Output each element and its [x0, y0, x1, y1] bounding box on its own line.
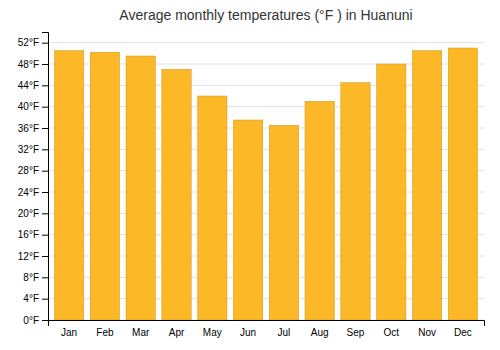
tick-label: 20°F [18, 208, 39, 219]
bar [198, 96, 227, 320]
tick-mark [42, 235, 48, 236]
grid [48, 43, 484, 320]
bar [377, 64, 406, 320]
bar [448, 48, 477, 320]
chart: 0°F 4°F 8°F 12°F 16°F 20°F 24°F 28°F 32°F 36°F 40°… [0, 0, 500, 350]
tick-label: 36°F [18, 123, 39, 134]
tick-label: 0°F [23, 315, 39, 326]
tick-label: Jun [240, 327, 256, 338]
tick-mark [42, 277, 48, 278]
tick: 32°F [18, 144, 48, 155]
bar [126, 56, 155, 320]
tick: Feb [96, 327, 114, 338]
tick-label: Nov [418, 327, 436, 338]
tick-label: 48°F [18, 59, 39, 70]
tick: 16°F [18, 229, 48, 240]
tick: 36°F [18, 123, 48, 134]
tick: Mar [132, 327, 150, 338]
tick-label: 4°F [23, 293, 39, 304]
tick-mark [42, 299, 48, 300]
tick-label: 44°F [18, 80, 39, 91]
tick: 52°F [18, 37, 48, 48]
axis-line [42, 33, 49, 321]
tick-label: 24°F [18, 187, 39, 198]
tick-label: May [203, 327, 222, 338]
tick-label: Dec [454, 327, 472, 338]
tick: Sep [347, 327, 365, 338]
tick: 20°F [18, 208, 48, 219]
bar [341, 83, 370, 320]
y-axis: 0°F 4°F 8°F 12°F 16°F 20°F 24°F 28°F 32°F 36°F 40°… [18, 33, 49, 326]
tick-label: Feb [96, 327, 114, 338]
tick: 8°F [23, 272, 48, 283]
tick: May [203, 327, 222, 338]
tick-label: 16°F [18, 229, 39, 240]
bar [305, 101, 334, 320]
tick: Jun [240, 327, 256, 338]
tick-mark [42, 320, 48, 321]
tick-label: Jan [61, 327, 77, 338]
bar [162, 69, 191, 320]
x-axis: Jan Feb Mar Apr May Jun Jul Aug Sep Oct Nov Dec [49, 321, 485, 339]
tick: 48°F [18, 59, 48, 70]
tick: 40°F [18, 101, 48, 112]
bar [233, 120, 262, 320]
plot: 0°F 4°F 8°F 12°F 16°F 20°F 24°F 28°F 32°F 36°F 40°… [18, 33, 485, 339]
tick-mark [42, 64, 48, 65]
tick: 12°F [18, 251, 48, 262]
bar [269, 125, 298, 320]
tick-label: 52°F [18, 37, 39, 48]
bar [90, 52, 119, 320]
tick-label: 8°F [23, 272, 39, 283]
tick: 28°F [18, 165, 48, 176]
tick-label: Apr [169, 327, 185, 338]
tick-label: 28°F [18, 165, 39, 176]
tick: Dec [454, 327, 472, 338]
tick-label: Aug [311, 327, 329, 338]
tick: 24°F [18, 187, 48, 198]
bar [54, 51, 83, 320]
tick-label: Jul [277, 327, 290, 338]
tick-mark [42, 43, 48, 44]
tick-mark [42, 256, 48, 257]
tick-label: Oct [384, 327, 400, 338]
tick: Jul [277, 327, 290, 338]
grid-line [48, 42, 484, 43]
tick-label: 40°F [18, 101, 39, 112]
tick-mark [42, 192, 48, 193]
tick: Aug [311, 327, 329, 338]
axis-line [49, 321, 485, 327]
tick: Jan [61, 327, 77, 338]
tick: Apr [169, 327, 185, 338]
tick-label: Mar [132, 327, 150, 338]
tick-mark [42, 107, 48, 108]
bars [54, 48, 477, 320]
tick-mark [42, 85, 48, 86]
title: Average monthly temperatures (°F ) in Hu… [119, 7, 412, 23]
tick-label: Sep [347, 327, 365, 338]
tick-label: 12°F [18, 251, 39, 262]
tick: 4°F [23, 293, 48, 304]
tick-label: 32°F [18, 144, 39, 155]
tick: 44°F [18, 80, 48, 91]
tick-mark [42, 213, 48, 214]
tick: Oct [384, 327, 400, 338]
tick-mark [42, 149, 48, 150]
tick: 0°F [23, 315, 48, 326]
tick-mark [42, 128, 48, 129]
tick-mark [42, 171, 48, 172]
tick: Nov [418, 327, 436, 338]
bar [412, 51, 441, 320]
